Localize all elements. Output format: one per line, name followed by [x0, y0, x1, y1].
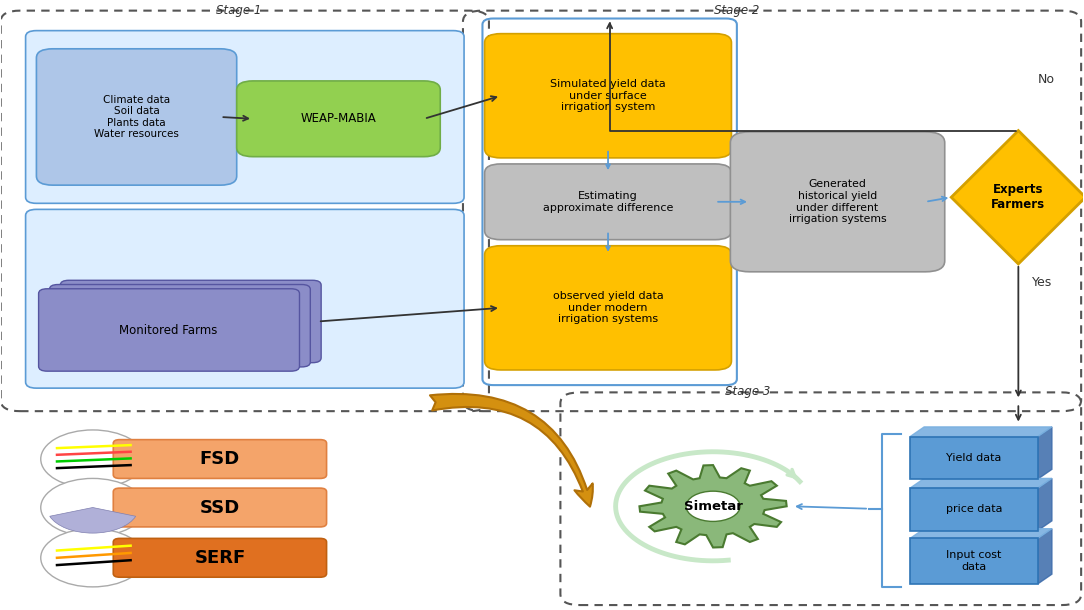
Text: Yes: Yes — [1032, 276, 1053, 289]
Polygon shape — [911, 478, 1051, 488]
FancyBboxPatch shape — [39, 289, 299, 371]
FancyBboxPatch shape — [114, 539, 326, 577]
FancyBboxPatch shape — [485, 164, 732, 240]
Text: Generated
historical yield
under different
irrigation systems: Generated historical yield under differe… — [789, 179, 887, 224]
Text: Yield data: Yield data — [946, 453, 1002, 463]
Text: Simulated yield data
under surface
irrigation system: Simulated yield data under surface irrig… — [551, 79, 666, 112]
Wedge shape — [50, 508, 136, 533]
Circle shape — [41, 529, 144, 587]
FancyBboxPatch shape — [236, 81, 440, 157]
FancyBboxPatch shape — [911, 488, 1037, 531]
Polygon shape — [1037, 529, 1051, 584]
FancyBboxPatch shape — [911, 437, 1037, 479]
Text: Experts
Farmers: Experts Farmers — [991, 183, 1045, 211]
Polygon shape — [1037, 427, 1051, 479]
Text: Simetar: Simetar — [684, 500, 743, 513]
FancyBboxPatch shape — [37, 49, 236, 185]
Text: FSD: FSD — [199, 450, 240, 468]
Polygon shape — [911, 427, 1051, 437]
Polygon shape — [952, 131, 1084, 264]
FancyBboxPatch shape — [485, 34, 732, 158]
Text: SSD: SSD — [199, 498, 240, 517]
FancyBboxPatch shape — [731, 132, 945, 272]
Circle shape — [41, 478, 144, 537]
Text: observed yield data
under modern
irrigation systems: observed yield data under modern irrigat… — [553, 291, 663, 325]
FancyBboxPatch shape — [61, 280, 321, 363]
FancyArrowPatch shape — [430, 394, 593, 507]
Text: Stage 2: Stage 2 — [714, 4, 760, 16]
FancyBboxPatch shape — [114, 488, 326, 527]
Polygon shape — [911, 529, 1051, 539]
Text: SERF: SERF — [194, 549, 246, 567]
Circle shape — [686, 491, 740, 522]
Text: Stage 3: Stage 3 — [725, 386, 771, 398]
Text: Climate data
Soil data
Plants data
Water resources: Climate data Soil data Plants data Water… — [94, 95, 179, 139]
Circle shape — [41, 430, 144, 488]
FancyBboxPatch shape — [26, 30, 464, 203]
FancyBboxPatch shape — [114, 440, 326, 478]
Text: Estimating
approximate difference: Estimating approximate difference — [543, 191, 673, 213]
FancyBboxPatch shape — [485, 246, 732, 370]
Text: price data: price data — [945, 504, 1003, 514]
Polygon shape — [640, 465, 787, 548]
Text: Input cost
data: Input cost data — [946, 550, 1002, 572]
Text: Monitored Farms: Monitored Farms — [119, 324, 218, 337]
Text: WEAP-MABIA: WEAP-MABIA — [300, 112, 376, 125]
Polygon shape — [1037, 478, 1051, 531]
FancyBboxPatch shape — [26, 209, 464, 388]
FancyBboxPatch shape — [911, 539, 1037, 584]
FancyBboxPatch shape — [50, 284, 310, 367]
Text: Stage 1: Stage 1 — [216, 4, 261, 16]
Text: No: No — [1037, 73, 1055, 85]
